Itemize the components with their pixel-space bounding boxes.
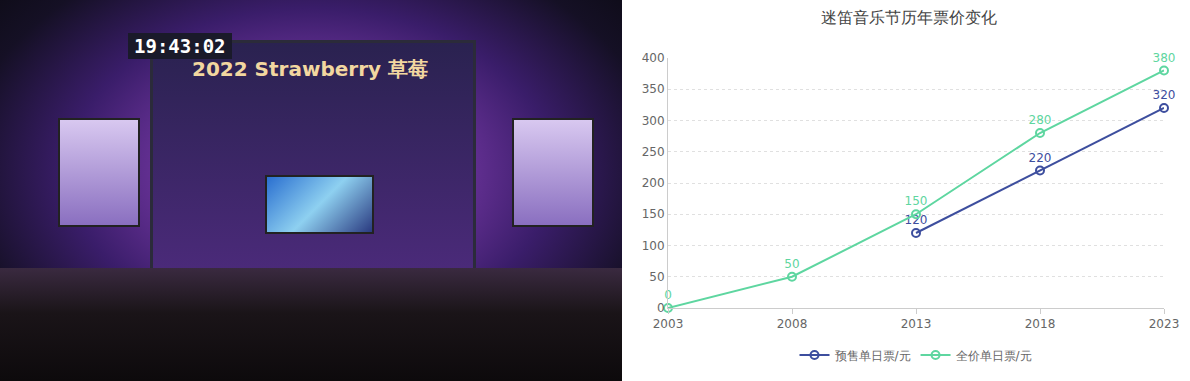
svg-text:2018: 2018	[1025, 317, 1056, 331]
svg-text:280: 280	[1029, 113, 1052, 127]
html-text:19:43:02: 19:43:02	[134, 35, 226, 57]
svg-text:350: 350	[642, 82, 665, 96]
svg-text:全价单日票/元: 全价单日票/元	[956, 349, 1032, 363]
svg-text:200: 200	[642, 176, 665, 190]
svg-text:50: 50	[649, 270, 664, 284]
html-text:2022 Strawberry 草莓: 2022 Strawberry 草莓	[192, 57, 428, 81]
svg-text:300: 300	[642, 114, 665, 128]
svg-text:320: 320	[1153, 88, 1176, 102]
svg-text:2013: 2013	[901, 317, 932, 331]
svg-text:0: 0	[657, 301, 665, 315]
svg-text:2008: 2008	[777, 317, 808, 331]
svg-text:100: 100	[642, 239, 665, 253]
svg-text:0: 0	[664, 288, 672, 302]
svg-text:380: 380	[1153, 51, 1176, 65]
svg-text:400: 400	[642, 51, 665, 65]
svg-text:150: 150	[642, 207, 665, 221]
svg-text:2003: 2003	[653, 317, 684, 331]
svg-text:250: 250	[642, 145, 665, 159]
svg-text:150: 150	[905, 194, 928, 208]
svg-text:2023: 2023	[1149, 317, 1180, 331]
svg-text:迷笛音乐节历年票价变化: 迷笛音乐节历年票价变化	[821, 8, 997, 27]
svg-text:120: 120	[905, 213, 928, 227]
svg-text:220: 220	[1029, 151, 1052, 165]
svg-text:50: 50	[784, 257, 799, 271]
svg-text:预售单日票/元: 预售单日票/元	[835, 349, 911, 363]
